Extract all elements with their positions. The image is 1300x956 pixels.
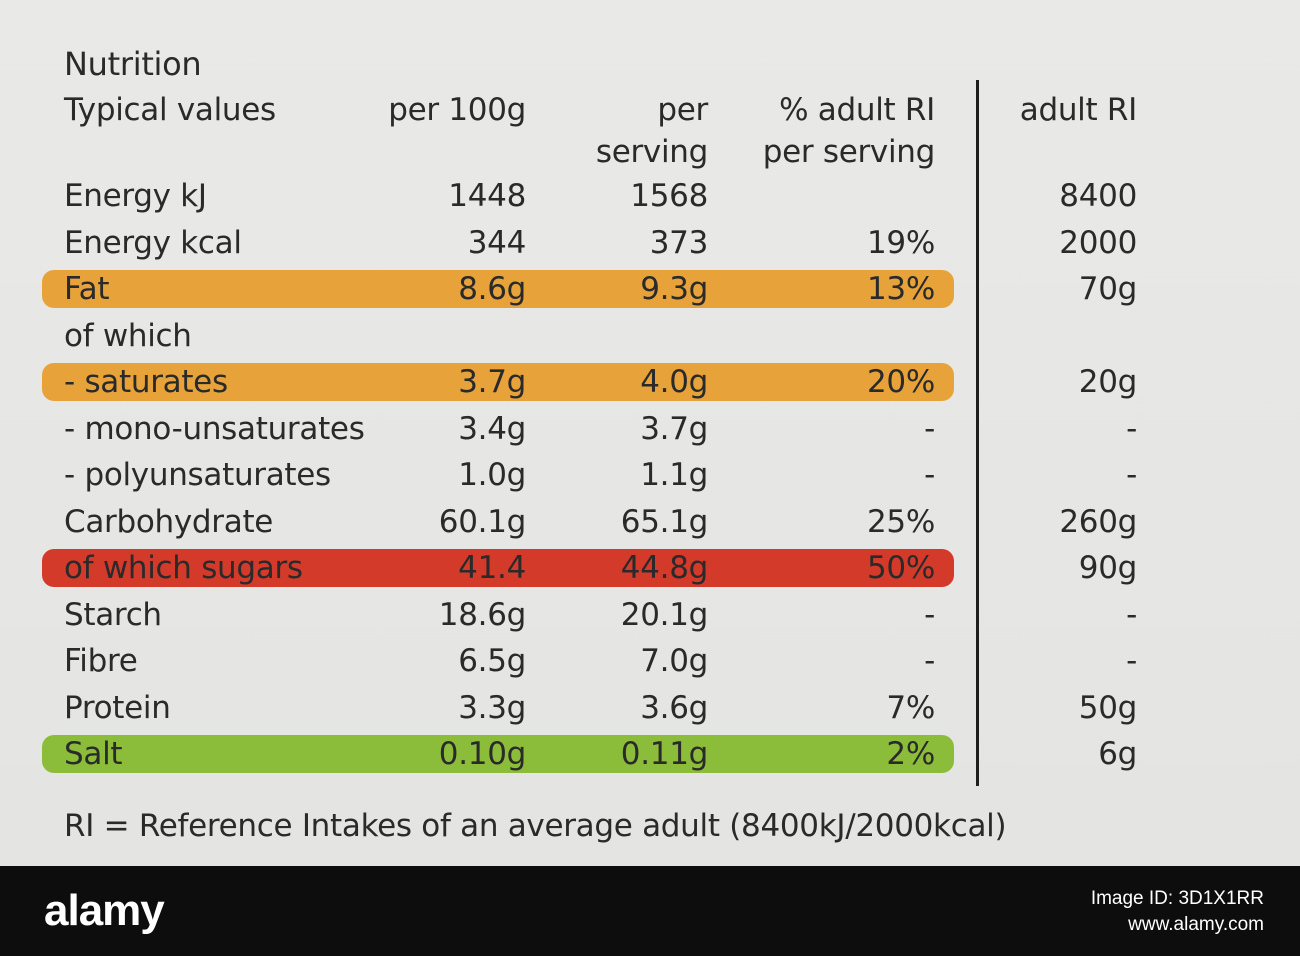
traffic-light-band-amber (42, 363, 954, 401)
row-label: Protein (64, 690, 171, 726)
row-pct-ri: 50% (866, 550, 935, 586)
row-adult-ri: 70g (1078, 271, 1138, 307)
row-label: Starch (64, 597, 162, 633)
row-per-serving: 0.11g (620, 736, 709, 772)
row-label: Fat (64, 271, 110, 307)
traffic-light-band-red (42, 549, 954, 587)
row-pct-ri: - (924, 597, 935, 633)
row-pct-ri: 2% (886, 736, 935, 772)
header-adult-ri: adult RI (1019, 92, 1138, 128)
row-label: of which (64, 318, 192, 354)
row-adult-ri: 2000 (1059, 225, 1137, 261)
row-adult-ri: 20g (1078, 364, 1138, 400)
ri-footnote: RI = Reference Intakes of an average adu… (64, 808, 1007, 844)
traffic-light-band-amber (42, 270, 954, 308)
header-per-100g: per 100g (388, 92, 526, 128)
header-typical-values: Typical values (64, 92, 276, 128)
row-per-100g: 344 (467, 225, 527, 261)
row-per-100g: 1.0g (458, 457, 526, 493)
row-label: - saturates (64, 364, 228, 400)
row-per-serving: 1.1g (640, 457, 708, 493)
row-per-serving: 3.6g (640, 690, 708, 726)
row-adult-ri: - (1126, 411, 1137, 447)
row-per-100g: 1448 (448, 178, 526, 214)
site-url: www.alamy.com (1128, 914, 1264, 935)
footer-bar: alamy Image ID: 3D1X1RR www.alamy.com (0, 866, 1300, 956)
row-pct-ri: 7% (886, 690, 935, 726)
header-per-serving-line2: serving (595, 134, 708, 170)
header-pct-ri-line1: % adult RI (779, 92, 935, 128)
brand-logo: alamy (44, 886, 165, 935)
row-adult-ri: 8400 (1059, 178, 1137, 214)
row-per-serving: 7.0g (640, 643, 708, 679)
traffic-light-band-green (42, 735, 954, 773)
row-pct-ri: 20% (866, 364, 935, 400)
row-per-serving: 20.1g (620, 597, 709, 633)
row-pct-ri: - (924, 411, 935, 447)
row-per-serving: 3.7g (640, 411, 708, 447)
row-per-100g: 0.10g (438, 736, 527, 772)
nutrition-panel: Nutrition Typical values per 100g per se… (0, 0, 1300, 866)
row-label: Energy kcal (64, 225, 242, 261)
row-pct-ri: 25% (866, 504, 935, 540)
row-per-serving: 1568 (630, 178, 708, 214)
row-adult-ri: - (1126, 643, 1137, 679)
row-per-100g: 18.6g (438, 597, 527, 633)
row-per-100g: 8.6g (458, 271, 526, 307)
row-per-100g: 60.1g (438, 504, 527, 540)
row-label: Fibre (64, 643, 138, 679)
row-adult-ri: 50g (1078, 690, 1138, 726)
row-label: Energy kJ (64, 178, 207, 214)
row-pct-ri: - (924, 457, 935, 493)
row-label: Salt (64, 736, 123, 772)
row-pct-ri: 19% (866, 225, 935, 261)
table-title: Nutrition (64, 45, 202, 83)
image-id: Image ID: 3D1X1RR (1090, 888, 1264, 909)
row-adult-ri: 260g (1059, 504, 1137, 540)
image-reference: Image ID: 3D1X1RR www.alamy.com (1091, 886, 1264, 938)
row-per-serving: 65.1g (620, 504, 709, 540)
row-adult-ri: 90g (1078, 550, 1138, 586)
row-per-100g: 41.4 (458, 550, 526, 586)
row-per-100g: 3.4g (458, 411, 526, 447)
row-per-100g: 6.5g (458, 643, 526, 679)
row-label: - mono-unsaturates (64, 411, 365, 447)
row-per-serving: 373 (649, 225, 709, 261)
header-per-serving-line1: per (657, 92, 708, 128)
row-label: of which sugars (64, 550, 303, 586)
row-per-serving: 44.8g (620, 550, 709, 586)
header-pct-ri-line2: per serving (762, 134, 936, 170)
row-label: - polyunsaturates (64, 457, 331, 493)
row-per-100g: 3.7g (458, 364, 526, 400)
row-pct-ri: - (924, 643, 935, 679)
row-label: Carbohydrate (64, 504, 274, 540)
row-pct-ri: 13% (866, 271, 935, 307)
row-per-serving: 4.0g (640, 364, 708, 400)
row-adult-ri: 6g (1098, 736, 1137, 772)
row-per-100g: 3.3g (458, 690, 526, 726)
row-adult-ri: - (1126, 597, 1137, 633)
column-divider (976, 80, 979, 786)
row-adult-ri: - (1126, 457, 1137, 493)
row-per-serving: 9.3g (640, 271, 708, 307)
